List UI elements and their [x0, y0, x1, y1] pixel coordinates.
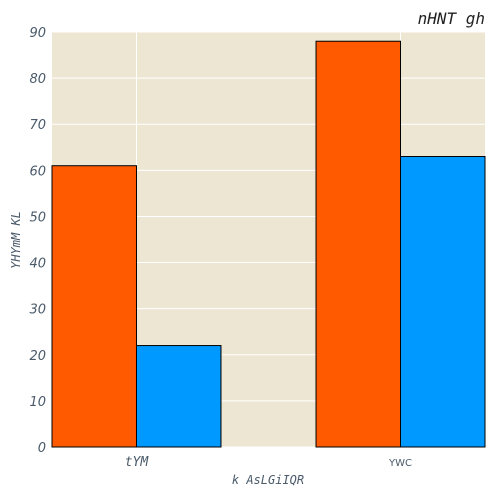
bar: [315, 40, 402, 448]
bar: [51, 165, 137, 448]
y-tick-label: 0: [38, 441, 46, 456]
bar: [135, 345, 222, 448]
bar: [400, 156, 486, 448]
y-tick-labels: 0 10 20 30 40 50 60 70 80 90: [29, 26, 46, 456]
x-tick-label: YWC: [388, 458, 412, 469]
y-axis-label: YHYmM KL: [9, 211, 23, 269]
y-tick-label: 60: [29, 164, 46, 179]
y-tick-label: 30: [29, 303, 46, 318]
y-tick-label: 10: [29, 395, 46, 410]
x-tick-label: tYM: [125, 455, 150, 470]
bars: [51, 40, 486, 448]
y-tick-label: 40: [29, 257, 46, 272]
x-axis-label: k AsLGiIQR: [232, 473, 304, 487]
y-tick-label: 80: [29, 72, 46, 87]
x-tick-labels: tYM YWC: [125, 455, 412, 470]
chart-title: nHNT gh: [418, 9, 485, 28]
y-tick-label: 20: [29, 349, 46, 364]
y-tick-label: 70: [29, 118, 46, 133]
y-tick-label: 90: [29, 26, 46, 41]
y-tick-label: 50: [29, 210, 46, 225]
